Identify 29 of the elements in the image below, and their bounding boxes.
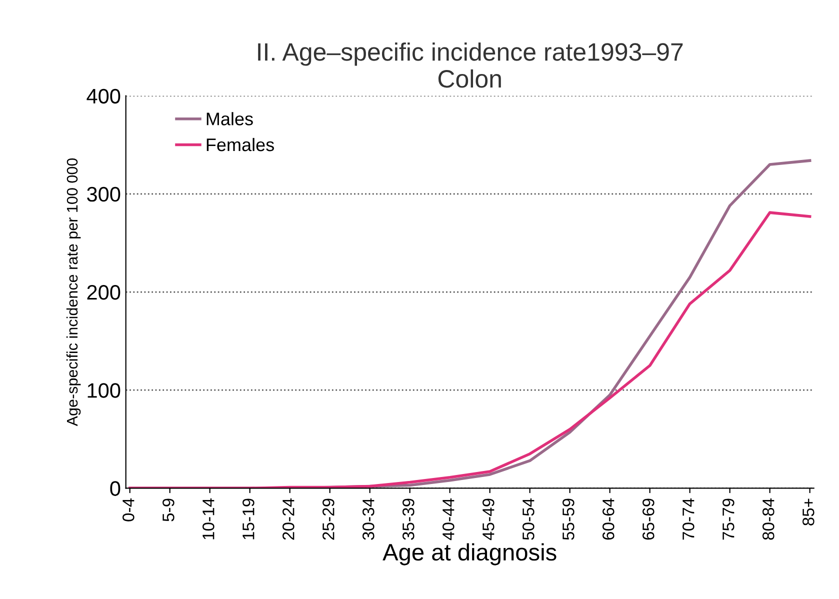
x-tick-label: 55-59 — [562, 498, 574, 540]
x-tick-label: 75-79 — [722, 498, 734, 540]
x-tick-label: 25-29 — [322, 498, 334, 540]
x-tick-label: 10-14 — [202, 498, 214, 540]
y-tick-label: 400 — [86, 88, 120, 104]
x-tick-label: 0-4 — [122, 498, 134, 522]
x-tick-label: 15-19 — [242, 498, 254, 540]
y-axis-title: Age-specific incidence rate per 100 000 — [66, 158, 81, 426]
x-tick-label: 65-69 — [642, 498, 654, 540]
x-tick-label: 80-84 — [762, 498, 774, 540]
line-series — [128, 211, 812, 488]
x-tick-label: 60-64 — [602, 498, 614, 540]
legend-label: Females — [206, 138, 274, 152]
x-tick-label: 30-34 — [362, 498, 374, 540]
y-tick-label: 0 — [110, 481, 120, 496]
x-tick-label: 70-74 — [682, 498, 694, 540]
x-axis-title: Age at diagnosis — [382, 543, 556, 566]
y-tick-label: 200 — [87, 285, 120, 300]
x-tick-label: 35-39 — [402, 498, 414, 540]
chart-title: II. Age–specific incidence rate1993–97 Colon — [258, 42, 683, 88]
legend-label: Males — [206, 112, 253, 126]
y-tick-label: 100 — [88, 383, 120, 398]
x-tick-label: 5-9 — [162, 498, 174, 522]
x-tick-label: 45-49 — [482, 498, 494, 540]
x-tick-label: 20-24 — [282, 498, 294, 540]
x-tick-label: 85+ — [802, 498, 814, 526]
x-tick-label: 50-54 — [522, 498, 534, 540]
y-tick-label: 300 — [87, 186, 120, 202]
x-tick-label: 40-44 — [442, 498, 454, 540]
